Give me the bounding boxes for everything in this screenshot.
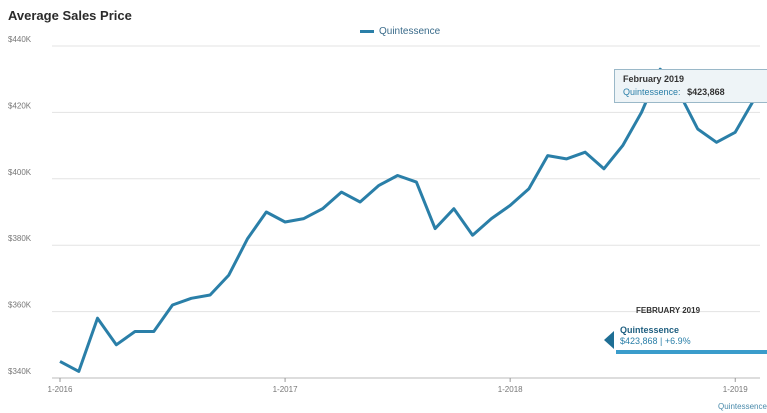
hover-tooltip: February 2019 Quintessence: $423,868: [614, 69, 767, 103]
legend-label: Quintessence: [379, 26, 441, 37]
x-axis-series-label: Quintessence: [718, 402, 767, 411]
panel-series-value: $423,868 | +6.9%: [620, 336, 691, 346]
panel-heading: FEBRUARY 2019: [636, 306, 701, 315]
series-line: [59, 67, 756, 373]
y-tick-label: $440K: [8, 35, 32, 44]
tooltip-value: $423,868: [687, 87, 725, 97]
y-tick-label: $380K: [8, 234, 32, 243]
y-tick-label: $360K: [8, 301, 32, 310]
y-tick-label: $400K: [8, 168, 32, 177]
series-marker-icon: [604, 331, 614, 349]
panel-series-bar: [616, 350, 767, 354]
chart-title: Average Sales Price: [8, 8, 132, 23]
x-tick-label: 1-2017: [273, 385, 298, 394]
tooltip-series: Quintessence:: [623, 87, 681, 97]
legend[interactable]: Quintessence: [360, 26, 440, 37]
series-summary-item[interactable]: Quintessence $423,868 | +6.9%: [604, 325, 767, 355]
panel-series-name: Quintessence: [620, 325, 680, 335]
y-tick-label: $420K: [8, 101, 32, 110]
x-tick-label: 1-2018: [498, 385, 523, 394]
x-tick-label: 1-2016: [48, 385, 73, 394]
legend-swatch: [360, 30, 374, 33]
y-tick-label: $340K: [8, 367, 32, 376]
x-tick-label: 1-2019: [723, 385, 748, 394]
tooltip-title: February 2019: [623, 74, 685, 84]
